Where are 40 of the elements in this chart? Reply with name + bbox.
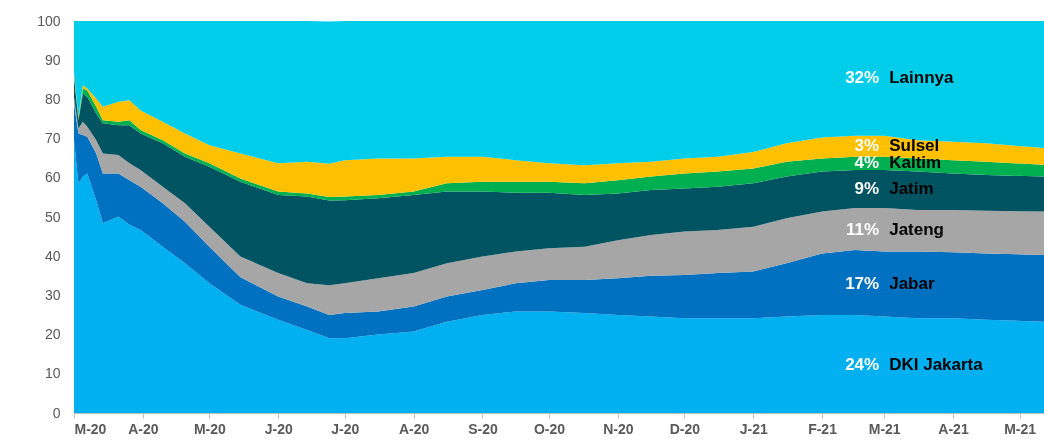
annotation: 24%: [845, 354, 880, 374]
x-tick-label: J-21: [739, 420, 768, 437]
series-label: Sulsel: [889, 136, 940, 156]
annotation: 3%: [854, 136, 880, 156]
series-label: Kaltim: [889, 153, 942, 173]
y-tick-label: 30: [44, 286, 61, 303]
x-tick-label: J-20: [331, 420, 360, 437]
y-tick-label: 60: [44, 169, 61, 186]
y-tick-label: 50: [44, 208, 61, 225]
x-tick-label: M-20: [74, 420, 107, 437]
x-tick-label: A-21: [938, 420, 969, 437]
y-tick-label: 70: [44, 130, 61, 147]
y-tick-label: 90: [44, 51, 61, 68]
x-tick-label: A-20: [398, 420, 430, 437]
y-tick-label: 0: [52, 404, 61, 421]
x-tick-label: M-20: [193, 420, 227, 437]
x-tick-label: S-20: [468, 420, 498, 437]
y-tick-label: 40: [44, 247, 61, 264]
y-tick-label: 80: [44, 90, 61, 107]
y-tick-label: 10: [44, 365, 61, 382]
x-tick-label: M-21: [868, 420, 901, 437]
x-tick-label: J-20: [264, 420, 293, 437]
x-tick-label: D-20: [669, 420, 701, 437]
annotation: 11%: [846, 219, 880, 239]
x-tick-label: F-21: [808, 420, 838, 437]
annotation: 32%: [845, 68, 880, 88]
series-label: Jatim: [889, 178, 934, 198]
series-label: Lainnya: [889, 68, 954, 88]
series-label: Jabar: [889, 274, 935, 294]
annotation: 17%: [845, 274, 880, 294]
y-tick-label: 20: [44, 326, 61, 343]
annotation: 4%: [854, 153, 880, 173]
x-tick-label: N-20: [603, 420, 634, 437]
series-label: Jateng: [889, 219, 944, 239]
annotation: 9%: [854, 178, 880, 198]
y-tick-label: 100: [37, 12, 61, 29]
series-label: DKI Jakarta: [889, 354, 984, 374]
x-tick-label: M-21: [1004, 420, 1037, 437]
x-tick-label: O-20: [533, 420, 566, 437]
x-tick-label: A-20: [128, 420, 159, 437]
